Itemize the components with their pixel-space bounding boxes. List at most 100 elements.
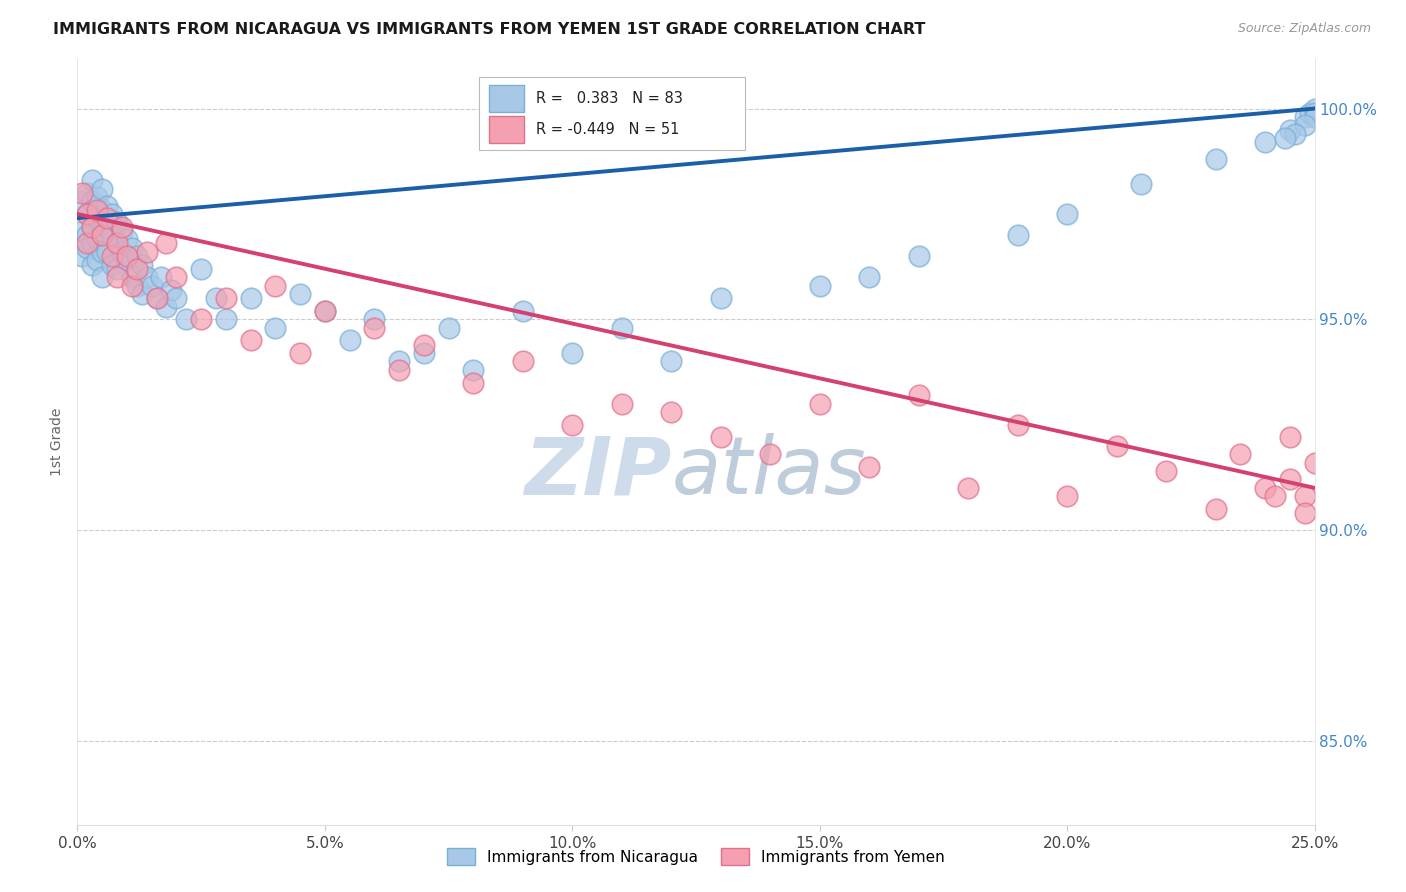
Point [155, 300, 177, 314]
Point [1303, 456, 1326, 470]
Text: Source: ZipAtlas.com: Source: ZipAtlas.com [1237, 22, 1371, 36]
Point [1278, 430, 1301, 444]
Point [155, 236, 177, 251]
Point [314, 304, 336, 318]
Point [125, 249, 148, 263]
Point [165, 270, 187, 285]
Text: atlas: atlas [671, 434, 866, 511]
Point [1298, 105, 1320, 120]
Point [1294, 489, 1316, 503]
Point [610, 396, 633, 410]
Point [76, 207, 98, 221]
Point [1264, 489, 1286, 503]
Point [121, 278, 143, 293]
Point [115, 232, 138, 246]
Point [907, 388, 929, 402]
Point [957, 481, 980, 495]
Point [76, 241, 98, 255]
Point [412, 337, 434, 351]
Point [135, 270, 157, 285]
Text: R =   0.383   N = 83: R = 0.383 N = 83 [536, 91, 683, 106]
Point [1007, 417, 1029, 432]
Point [1303, 102, 1326, 116]
Point [76, 207, 98, 221]
Point [105, 236, 128, 251]
Point [135, 244, 157, 259]
Point [101, 227, 124, 242]
Point [91, 181, 114, 195]
Point [659, 354, 682, 368]
Point [82, 236, 104, 251]
Text: IMMIGRANTS FROM NICARAGUA VS IMMIGRANTS FROM YEMEN 1ST GRADE CORRELATION CHART: IMMIGRANTS FROM NICARAGUA VS IMMIGRANTS … [53, 22, 925, 37]
Point [111, 219, 134, 234]
Point [86, 211, 108, 226]
Point [72, 249, 94, 263]
Text: R = -0.449   N = 51: R = -0.449 N = 51 [536, 122, 679, 136]
Point [339, 334, 361, 348]
Point [76, 186, 98, 200]
Point [131, 287, 153, 301]
Point [121, 270, 143, 285]
Point [239, 291, 262, 305]
Point [710, 291, 733, 305]
Point [1205, 152, 1227, 166]
Point [1294, 119, 1316, 133]
Point [1303, 105, 1326, 120]
Point [1284, 127, 1306, 141]
Point [205, 291, 228, 305]
Point [115, 253, 138, 268]
Point [412, 346, 434, 360]
Point [1105, 439, 1128, 453]
Point [72, 186, 94, 200]
Point [101, 207, 124, 221]
Point [76, 236, 98, 251]
Point [165, 291, 187, 305]
Point [1278, 122, 1301, 136]
Point [82, 173, 104, 187]
Point [710, 430, 733, 444]
Point [105, 236, 128, 251]
Text: ZIP: ZIP [524, 434, 671, 511]
Point [86, 253, 108, 268]
Point [264, 278, 287, 293]
FancyBboxPatch shape [479, 77, 745, 150]
Point [907, 249, 929, 263]
Point [288, 346, 311, 360]
Point [190, 312, 212, 326]
Point [82, 258, 104, 272]
Point [1278, 473, 1301, 487]
Point [561, 417, 583, 432]
Point [388, 354, 411, 368]
Point [512, 304, 534, 318]
Point [1007, 227, 1029, 242]
Point [174, 312, 197, 326]
Point [437, 320, 460, 334]
Point [86, 202, 108, 217]
Point [858, 459, 880, 474]
Point [141, 278, 163, 293]
Point [363, 312, 385, 326]
Point [1056, 489, 1078, 503]
Point [160, 283, 183, 297]
Legend: Immigrants from Nicaragua, Immigrants from Yemen: Immigrants from Nicaragua, Immigrants fr… [440, 841, 952, 872]
Point [808, 278, 831, 293]
Point [121, 241, 143, 255]
Point [1274, 131, 1296, 145]
Point [91, 270, 114, 285]
Point [96, 219, 118, 234]
Point [125, 261, 148, 276]
Point [72, 194, 94, 209]
Point [86, 190, 108, 204]
Point [1303, 110, 1326, 124]
Point [91, 202, 114, 217]
Point [759, 447, 782, 461]
Bar [489, 86, 524, 112]
Point [105, 270, 128, 285]
Point [86, 232, 108, 246]
Point [215, 312, 238, 326]
Point [115, 249, 138, 263]
Point [388, 363, 411, 377]
Point [1130, 178, 1153, 192]
Point [1254, 136, 1277, 150]
Point [105, 261, 128, 276]
